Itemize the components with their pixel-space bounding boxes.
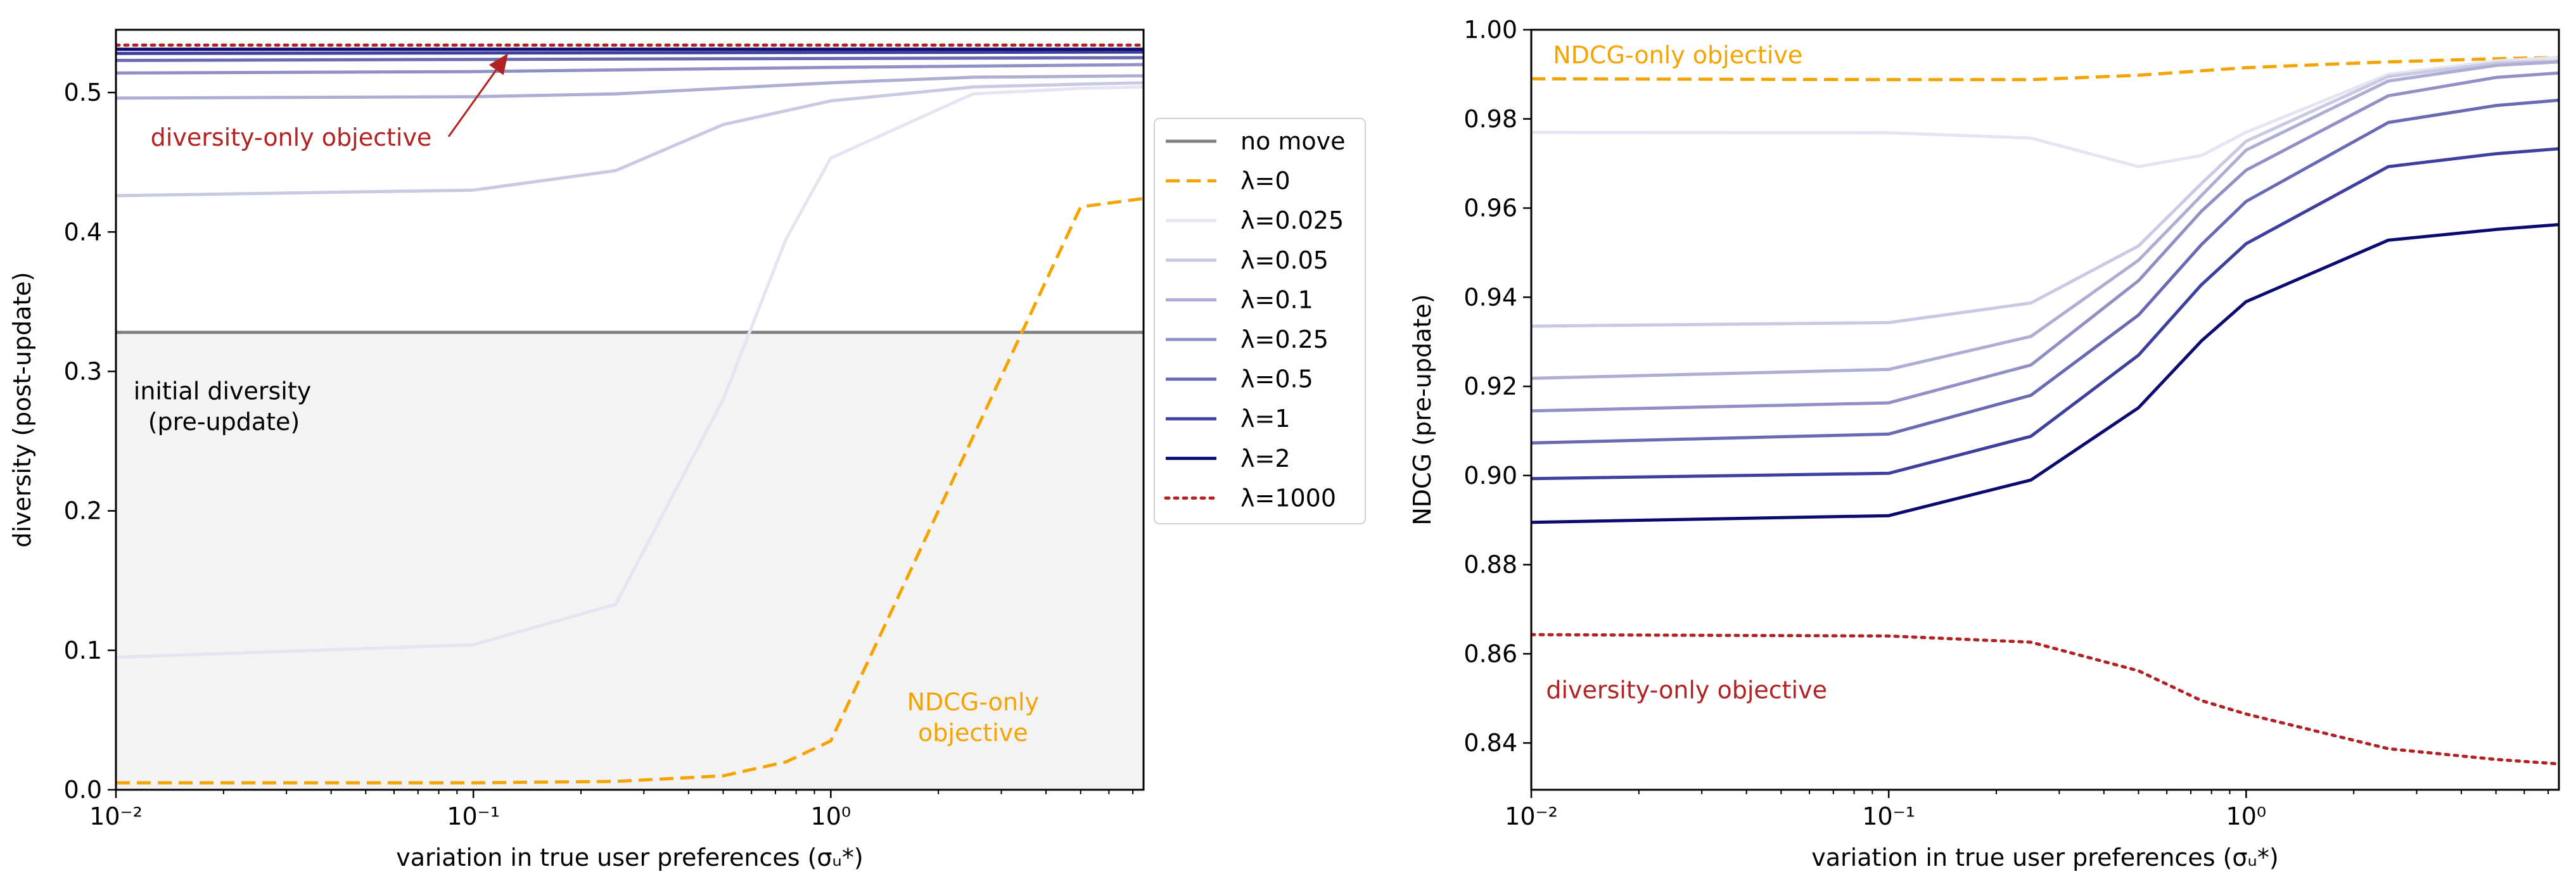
series-group: [1531, 56, 2559, 766]
x-tick-label: 10⁻²: [89, 802, 143, 830]
y-tick-label: 0.94: [1463, 283, 1517, 311]
legend-label-lambda-0-5: λ=0.5: [1240, 365, 1313, 393]
legend-label-lambda-0-05: λ=0.05: [1240, 246, 1329, 274]
series-line-lambda-1: [1531, 147, 2559, 481]
legend-label-lambda-1000: λ=1000: [1240, 484, 1336, 512]
y-tick-label: 0.5: [64, 79, 102, 106]
annotation-initial-diversity: initial diversity: [134, 377, 312, 405]
y-tick-label: 0.3: [64, 357, 102, 385]
annotation-ndcg-only: NDCG-only: [907, 688, 1039, 716]
plot-frame: [1530, 28, 2560, 791]
y-tick-label: 0.92: [1463, 372, 1517, 400]
annotation-objective: objective: [918, 719, 1028, 747]
legend: no move λ=0 λ=0.025 λ=0.05 λ=0.1 λ=0.25 λ=0.5 λ…: [1154, 118, 1366, 524]
series-line-lambda-1: [116, 50, 1144, 55]
series-line-lambda-0-25: [116, 63, 1144, 75]
left-diversity-chart: 10⁻² 10⁻¹ 10⁰ 0.0 0.1 0.2 0.3 0.4 0.5 variation i…: [8, 28, 1145, 871]
annotation-diversity-only-objective: diversity-only objective: [151, 124, 432, 151]
series-line-lambda-0: [116, 196, 1144, 785]
y-axis-label: diversity (post-update): [8, 272, 36, 547]
y-tick-label: 0.98: [1463, 105, 1517, 133]
initial-diversity-region: [116, 332, 1144, 790]
y-tick-label: 0.0: [64, 776, 102, 804]
y-tick-label: 0.88: [1463, 551, 1517, 579]
y-tick-label: 1.00: [1463, 16, 1517, 44]
legend-label-lambda-0: λ=0: [1240, 167, 1291, 195]
x-tick-label: 10⁰: [811, 802, 851, 830]
annotation-pre-update: (pre-update): [148, 408, 300, 436]
series-line-lambda-0-5: [1531, 98, 2559, 445]
y-tick-label: 0.96: [1463, 194, 1517, 222]
legend-label-lambda-0-025: λ=0.025: [1240, 206, 1344, 234]
x-tick-label: 10⁻¹: [1862, 802, 1915, 830]
y-tick-label: 0.90: [1463, 462, 1517, 490]
legend-label-no-move: no move: [1240, 127, 1346, 155]
y-tick-label: 0.86: [1463, 640, 1517, 668]
series-line-lambda-0-5: [116, 56, 1144, 62]
series-line-lambda-0-25: [1531, 71, 2559, 413]
annotation-diversity-only-objective: diversity-only objective: [1546, 676, 1827, 704]
annotation-ndcg-only-objective: NDCG-only objective: [1553, 41, 1802, 69]
x-axis-label: variation in true user preferences (σᵤ*): [396, 844, 863, 871]
series-line-lambda-0-025: [1531, 56, 2559, 168]
series-line-lambda-0-05: [1531, 59, 2559, 328]
series-line-lambda-0-1: [1531, 60, 2559, 380]
right-ndcg-chart: 10⁻² 10⁻¹ 10⁰ 0.84 0.86 0.88 0.90 0.92 0.94 0.96 0…: [1408, 16, 2560, 871]
annotation-arrow-shaft: [447, 69, 497, 137]
series-line-lambda-0-05: [116, 81, 1144, 198]
y-axis-label: NDCG (pre-update): [1408, 294, 1436, 525]
y-tick-label: 0.2: [64, 497, 102, 525]
series-line-lambda-0-025: [116, 85, 1144, 659]
annotation-arrow-head: [488, 53, 508, 75]
x-tick-label: 10⁻²: [1505, 802, 1558, 830]
y-tick-label: 0.84: [1463, 729, 1517, 757]
y-tick-label: 0.1: [64, 636, 102, 664]
series-line-lambda-0-1: [116, 74, 1144, 100]
x-axis-label: variation in true user preferences (σᵤ*): [1811, 844, 2278, 871]
legend-label-lambda-0-1: λ=0.1: [1240, 286, 1313, 314]
legend-label-lambda-0-25: λ=0.25: [1240, 326, 1329, 353]
y-tick-label: 0.4: [64, 218, 102, 246]
x-tick-label: 10⁻¹: [447, 802, 500, 830]
series-line-lambda-0: [1531, 56, 2559, 82]
series-group: [116, 43, 1144, 785]
series-line-lambda-2: [1531, 223, 2559, 524]
legend-label-lambda-2: λ=2: [1240, 445, 1291, 472]
legend-label-lambda-1: λ=1: [1240, 405, 1291, 433]
plot-frame: [115, 28, 1145, 791]
x-tick-label: 10⁰: [2226, 802, 2267, 830]
